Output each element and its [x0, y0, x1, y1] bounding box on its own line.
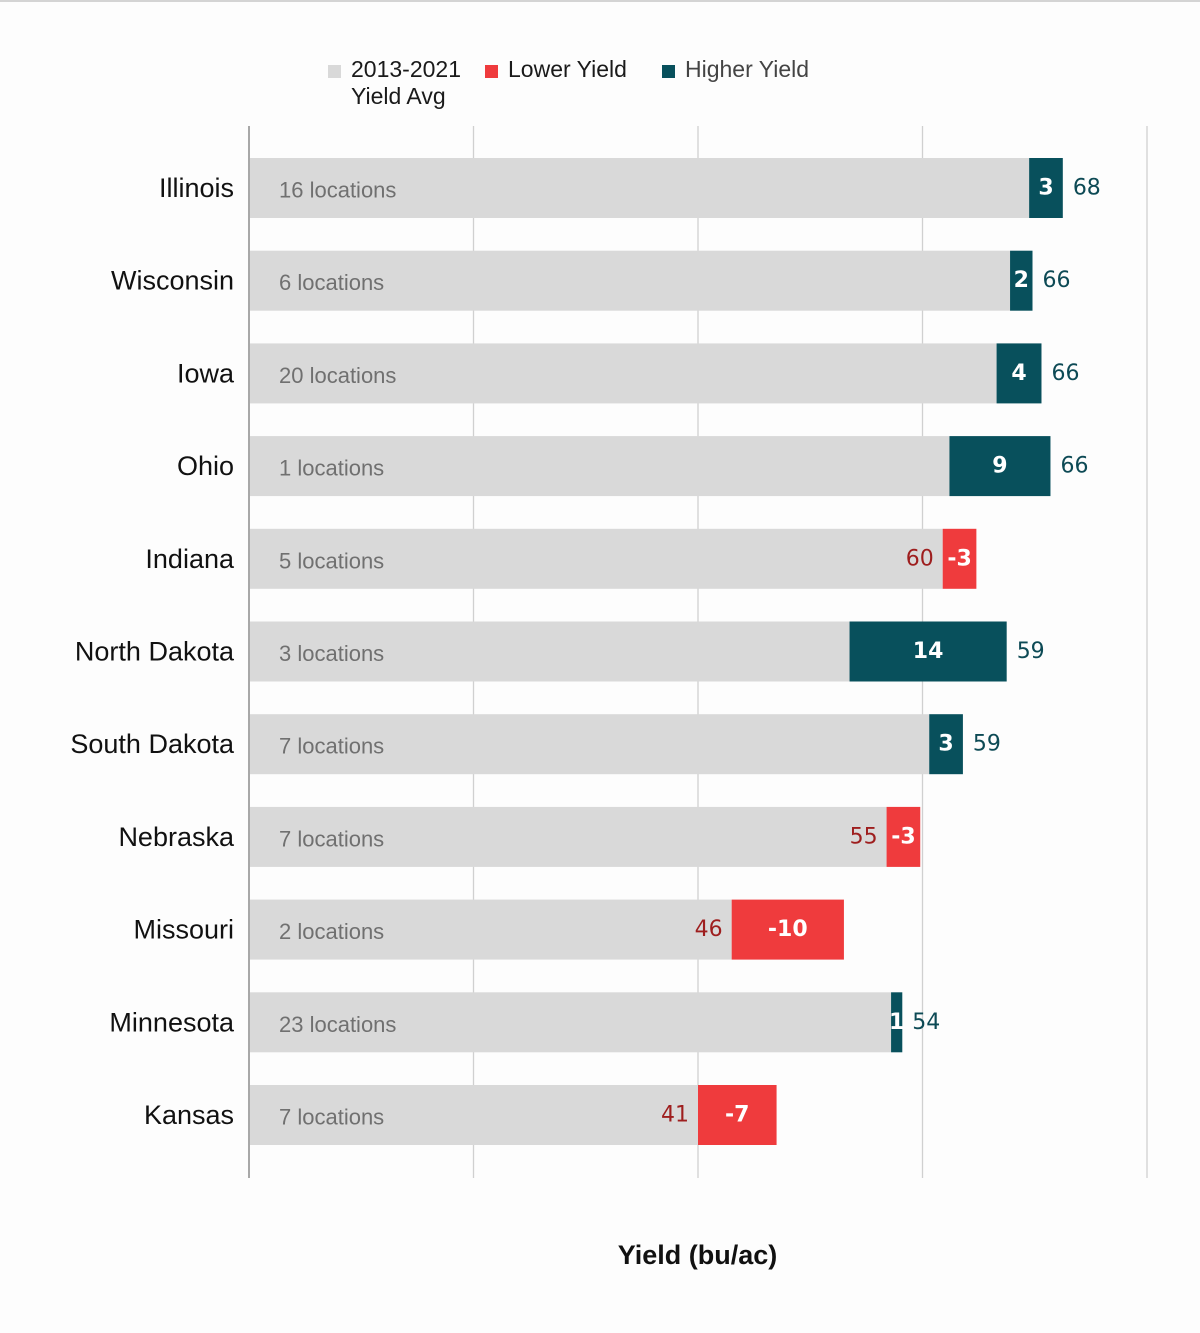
avg-bar: [250, 1085, 698, 1145]
yield-label: 66: [1051, 361, 1079, 386]
avg-bar: [250, 528, 943, 589]
yield-label: 66: [1043, 268, 1071, 293]
change-label: 4: [1011, 361, 1026, 386]
yield-label: 46: [695, 917, 723, 942]
top-border: [0, 0, 1200, 2]
yield-label: 41: [661, 1103, 689, 1128]
yield-label: 66: [1060, 454, 1088, 479]
location-label: 7 locations: [279, 1105, 384, 1130]
category-label: Wisconsin: [111, 266, 234, 296]
higher-yield-bar: [1010, 250, 1033, 311]
change-label: 2: [1014, 268, 1029, 293]
change-label: 14: [913, 639, 944, 664]
category-label: Ohio: [177, 451, 234, 481]
change-label: 1: [889, 1010, 904, 1035]
location-label: 20 locations: [279, 363, 396, 388]
location-label: 1 locations: [279, 456, 384, 481]
higher-yield-bar: [891, 992, 903, 1053]
yield-label: 68: [1073, 176, 1101, 201]
location-label: 7 locations: [279, 734, 384, 759]
avg-bar: [250, 343, 997, 404]
category-label: Missouri: [133, 915, 234, 945]
higher-yield-bar: [1029, 158, 1063, 218]
yield-label: 59: [973, 732, 1001, 757]
avg-bar: [250, 806, 887, 867]
legend-item-lower: Lower Yield: [485, 56, 627, 83]
legend-label-avg: 2013-2021 Yield Avg: [351, 56, 461, 109]
higher-yield-bar: [849, 621, 1007, 682]
category-label: North Dakota: [75, 637, 235, 667]
legend-label-higher: Higher Yield: [685, 56, 810, 82]
category-label: Iowa: [177, 358, 235, 388]
legend-swatch-avg: [328, 65, 341, 78]
lower-yield-bar: [942, 528, 977, 589]
legend-swatch-higher: [662, 65, 675, 78]
lower-yield-bar: [886, 806, 921, 867]
change-label: 3: [938, 732, 953, 757]
avg-bar: [250, 992, 892, 1053]
avg-bar: [250, 899, 732, 960]
legend-item-higher: Higher Yield: [662, 56, 809, 83]
avg-bar: [250, 436, 950, 497]
avg-bar: [250, 714, 930, 775]
yield-label: 55: [850, 824, 878, 849]
location-label: 5 locations: [279, 548, 384, 573]
category-label: Minnesota: [109, 1007, 235, 1037]
yield-label: 59: [1017, 639, 1045, 664]
category-label: Kansas: [144, 1100, 234, 1130]
location-label: 3 locations: [279, 641, 384, 666]
legend-label-lower: Lower Yield: [508, 56, 627, 82]
yield-label: 54: [912, 1010, 940, 1035]
change-label: -7: [725, 1103, 749, 1128]
x-axis-label: Yield (bu/ac): [617, 1240, 778, 1270]
lower-yield-bar: [731, 899, 844, 960]
higher-yield-bar: [929, 714, 963, 775]
location-label: 23 locations: [279, 1012, 396, 1037]
change-label: 9: [992, 454, 1007, 479]
legend-swatch-lower: [485, 65, 498, 78]
location-label: 2 locations: [279, 919, 384, 944]
avg-bar: [250, 250, 1011, 311]
location-label: 7 locations: [279, 826, 384, 851]
yield-label: 60: [906, 546, 934, 571]
avg-bar: [250, 621, 850, 682]
legend-item-avg: 2013-2021 Yield Avg: [328, 56, 461, 110]
location-label: 6 locations: [279, 270, 384, 295]
category-label: Nebraska: [118, 822, 235, 852]
change-label: -3: [947, 546, 971, 571]
change-label: 3: [1038, 176, 1053, 201]
location-label: 16 locations: [279, 178, 396, 203]
higher-yield-bar: [949, 436, 1051, 497]
category-label: Indiana: [145, 544, 235, 574]
change-label: -3: [891, 824, 915, 849]
lower-yield-bar: [698, 1085, 777, 1145]
higher-yield-bar: [996, 343, 1042, 404]
category-label: South Dakota: [70, 729, 235, 759]
avg-bar: [250, 158, 1030, 218]
category-label: Illinois: [159, 173, 234, 203]
change-label: -10: [768, 917, 808, 942]
legend: 2013-2021 Yield Avg Lower Yield Higher Y…: [0, 56, 1200, 116]
